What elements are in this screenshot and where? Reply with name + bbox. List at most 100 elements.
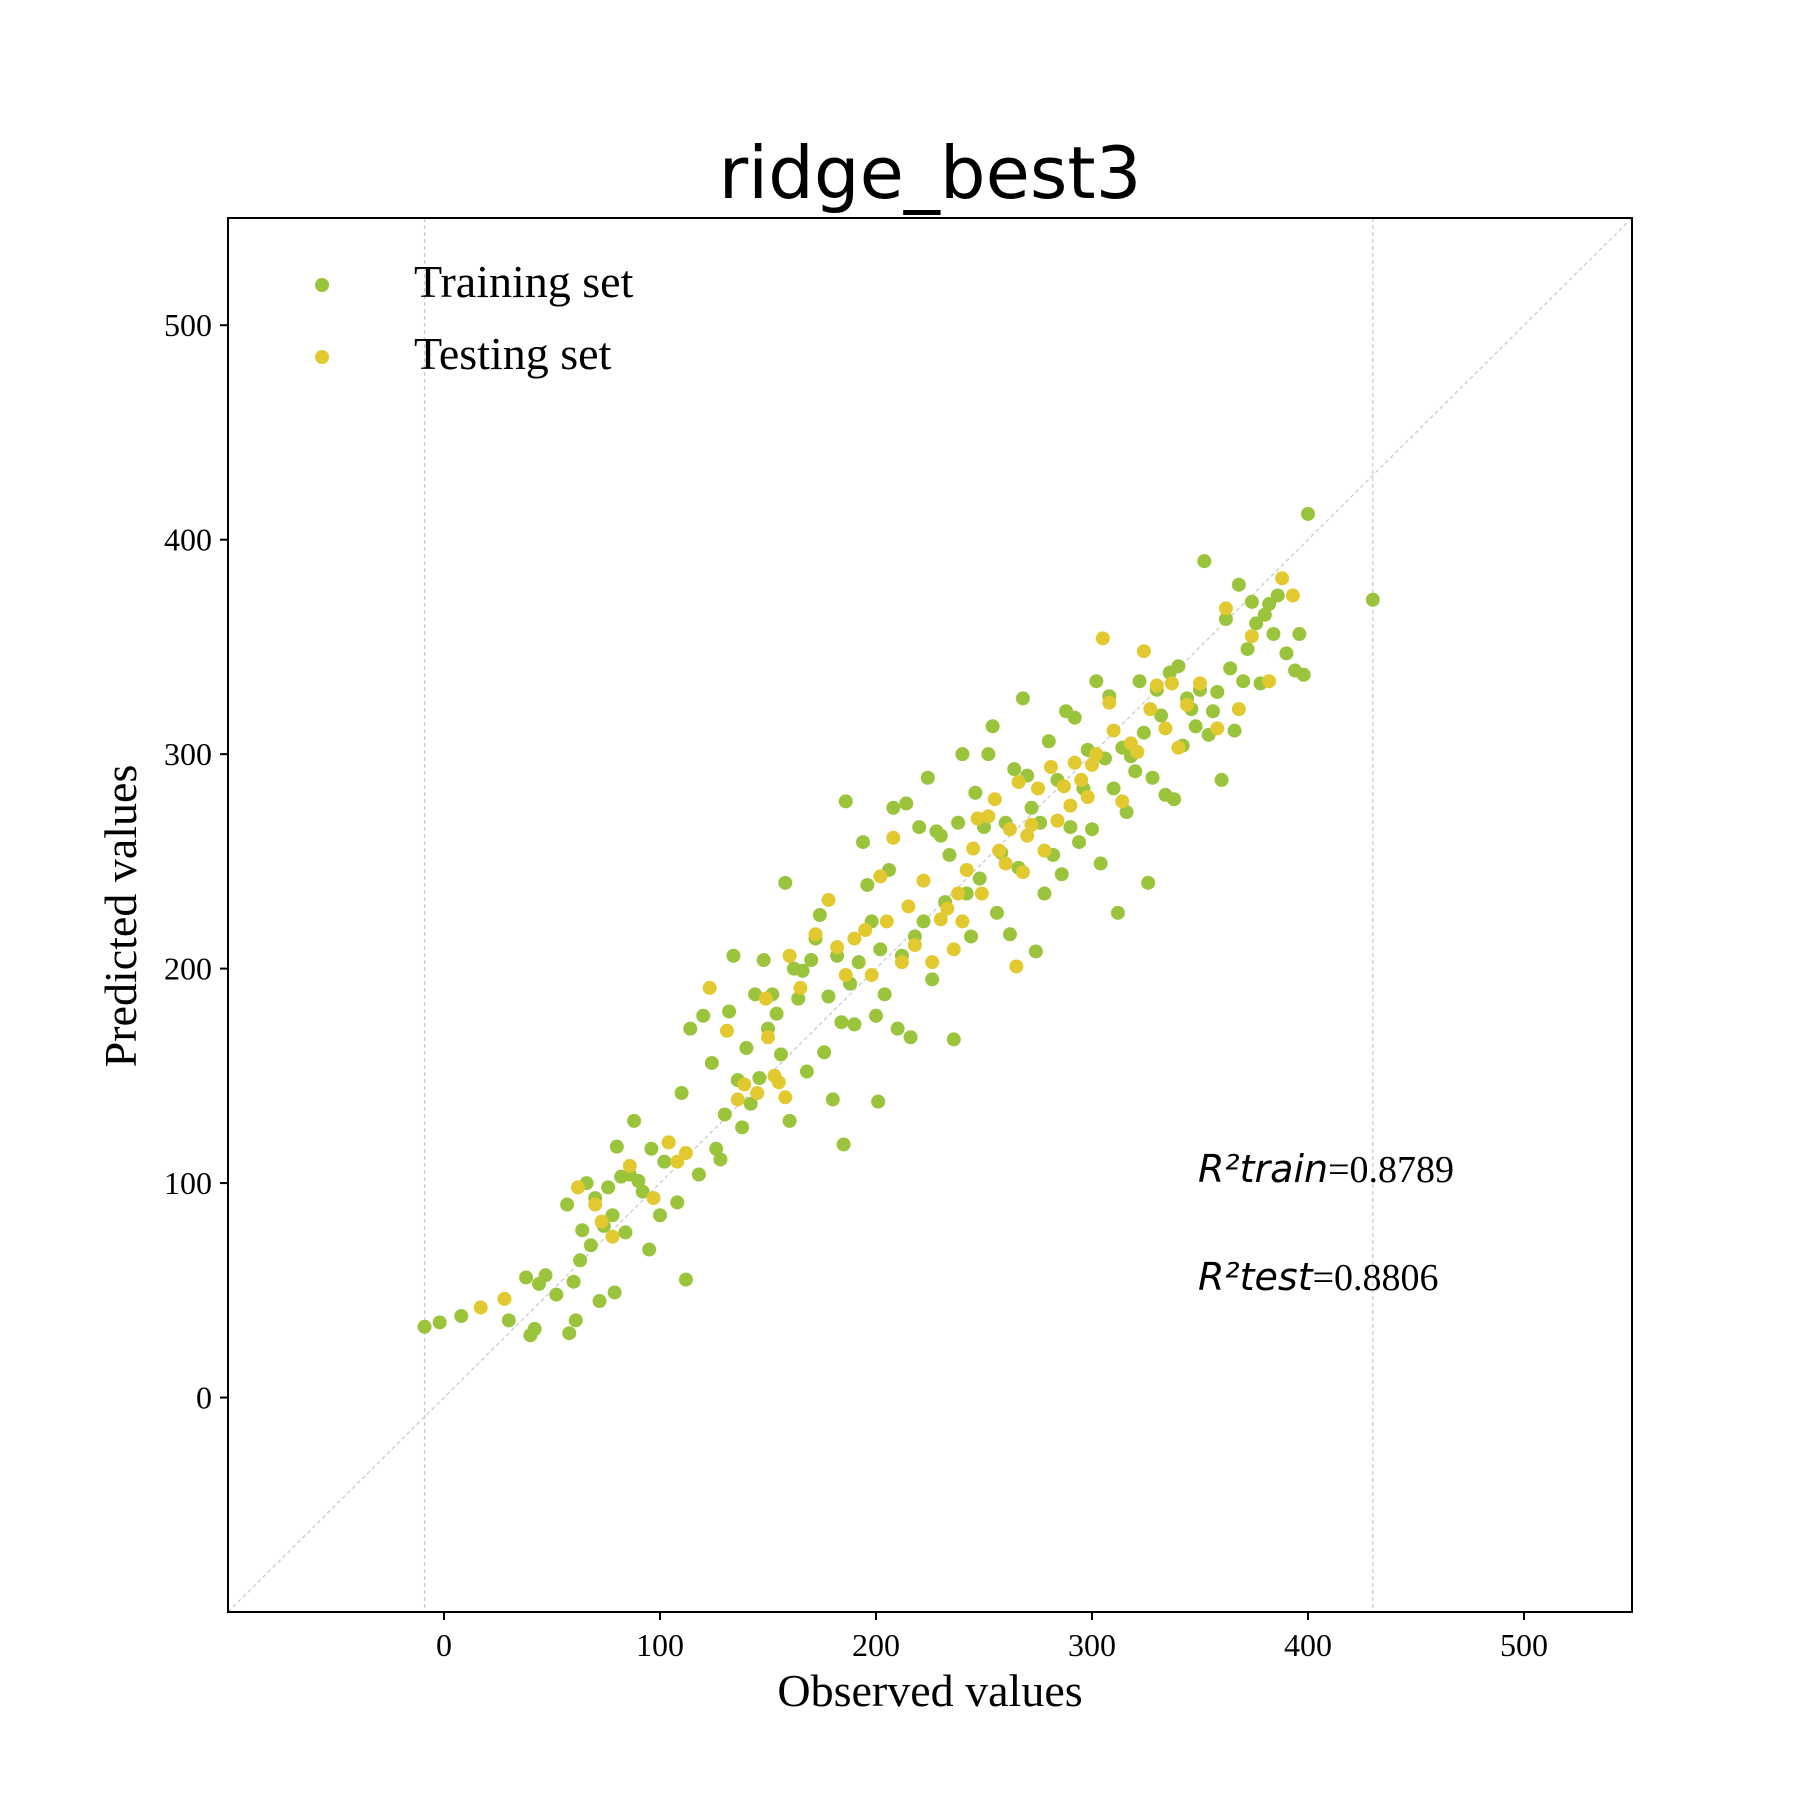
training-point xyxy=(1205,704,1220,719)
training-point xyxy=(1244,594,1259,609)
training-point xyxy=(1266,627,1281,642)
testing-point xyxy=(808,927,823,942)
training-point xyxy=(778,875,793,890)
training-point xyxy=(869,1008,883,1023)
training-point xyxy=(1240,642,1255,657)
training-point xyxy=(752,1070,767,1085)
testing-point xyxy=(821,892,836,907)
testing-point xyxy=(1080,790,1095,805)
training-point xyxy=(696,1008,711,1023)
training-point xyxy=(631,1173,646,1188)
training-point xyxy=(791,991,806,1006)
training-point xyxy=(735,1120,750,1135)
testing-point xyxy=(497,1291,512,1306)
testing-point xyxy=(678,1146,693,1161)
testing-point xyxy=(998,856,1013,871)
training-point xyxy=(519,1270,534,1285)
testing-point xyxy=(670,1154,685,1169)
training-point xyxy=(1072,835,1087,850)
training-point xyxy=(1249,616,1264,631)
training-point xyxy=(538,1268,553,1283)
training-point xyxy=(1210,684,1225,699)
testing-point xyxy=(771,1075,786,1090)
testing-point xyxy=(1089,747,1104,762)
training-point xyxy=(1085,822,1099,837)
training-point xyxy=(989,905,1004,920)
training-point xyxy=(804,953,819,968)
training-point xyxy=(916,914,931,929)
training-point xyxy=(1028,944,1043,959)
training-point xyxy=(583,1238,598,1253)
testing-point xyxy=(778,1090,793,1105)
testing-point xyxy=(864,968,879,983)
training-point xyxy=(642,1242,657,1257)
training-point xyxy=(635,1184,650,1199)
legend-label-training: Training set xyxy=(414,256,634,307)
training-point xyxy=(851,955,866,970)
testing-point xyxy=(570,1180,585,1195)
training-point xyxy=(1227,723,1242,738)
training-point xyxy=(1257,607,1272,622)
training-point xyxy=(1292,627,1307,642)
testing-point xyxy=(886,830,901,845)
training-point xyxy=(890,1021,905,1036)
testing-point xyxy=(605,1229,620,1244)
testing-point xyxy=(1180,697,1195,712)
training-point xyxy=(713,1152,728,1167)
training-series xyxy=(417,506,1380,1343)
testing-point xyxy=(1011,775,1026,790)
training-point xyxy=(432,1315,447,1330)
testing-point xyxy=(1102,695,1117,710)
training-point xyxy=(1093,856,1108,871)
testing-point xyxy=(1171,740,1186,755)
testing-point xyxy=(1115,794,1130,809)
testing-point xyxy=(702,980,717,995)
y-tick-label: 400 xyxy=(164,522,212,558)
training-point xyxy=(1188,719,1203,734)
testing-point xyxy=(1244,629,1259,644)
training-point xyxy=(985,719,1000,734)
testing-point xyxy=(1193,676,1207,691)
training-point xyxy=(674,1086,689,1101)
training-point xyxy=(748,987,763,1002)
training-point xyxy=(838,794,853,809)
testing-point xyxy=(1020,828,1035,843)
testing-point xyxy=(622,1158,637,1173)
training-point xyxy=(856,835,871,850)
testing-point xyxy=(594,1214,609,1229)
testing-point xyxy=(987,792,1002,807)
training-point xyxy=(821,989,836,1004)
testing-point xyxy=(1009,959,1024,974)
training-point xyxy=(1119,805,1134,820)
training-point xyxy=(1041,734,1056,749)
training-point xyxy=(920,770,935,785)
x-tick-label: 0 xyxy=(436,1627,452,1663)
testing-point xyxy=(901,899,916,914)
r2-train-value: =0.8789 xyxy=(1328,1149,1454,1191)
testing-point xyxy=(955,914,970,929)
testing-point xyxy=(1085,757,1099,772)
training-point xyxy=(1236,674,1251,689)
training-point xyxy=(1063,820,1078,835)
testing-point xyxy=(873,869,888,884)
testing-point xyxy=(916,873,931,888)
training-point xyxy=(1154,708,1169,723)
testing-point xyxy=(1050,813,1065,828)
training-point xyxy=(1015,691,1030,706)
testing-point xyxy=(1043,760,1058,775)
training-point xyxy=(795,963,810,978)
training-point xyxy=(933,828,948,843)
y-tick-label: 100 xyxy=(164,1165,212,1201)
training-point xyxy=(1365,592,1380,607)
training-point xyxy=(1218,612,1233,627)
plot-frame xyxy=(227,217,1633,1613)
testing-point xyxy=(966,841,981,856)
testing-point xyxy=(933,912,948,927)
training-point xyxy=(1067,710,1082,725)
training-point xyxy=(609,1139,624,1154)
testing-point xyxy=(959,862,974,877)
testing-point xyxy=(974,886,989,901)
training-point xyxy=(972,871,987,886)
training-point xyxy=(912,820,927,835)
training-point xyxy=(527,1321,542,1336)
